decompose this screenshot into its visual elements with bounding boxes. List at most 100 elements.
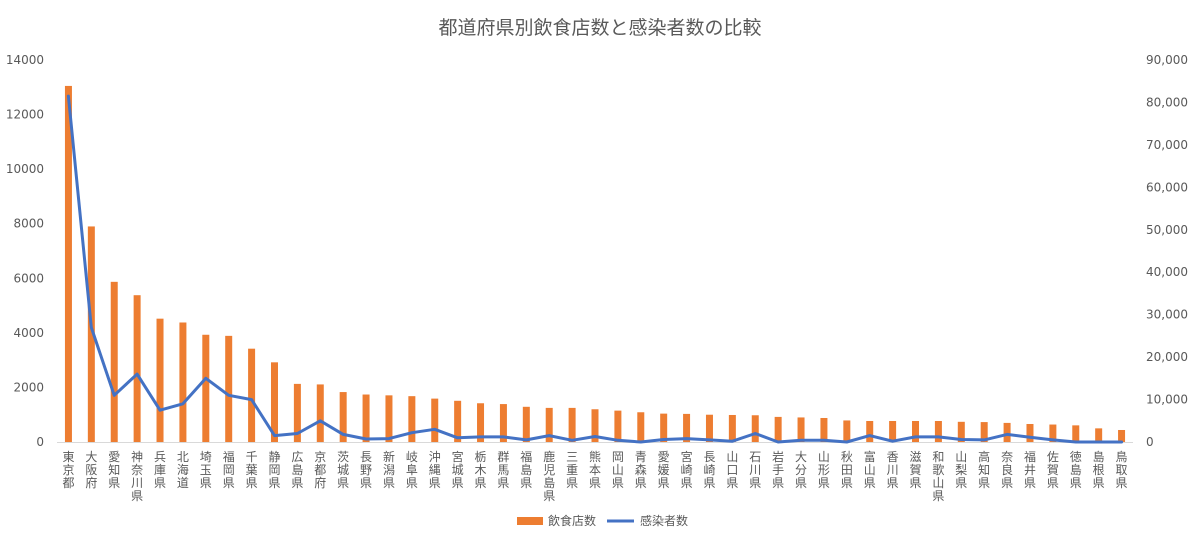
category-label: 岩手県 <box>772 449 784 490</box>
left-axis-tick-label: 6000 <box>13 271 44 285</box>
bar <box>728 414 736 442</box>
bar-series <box>64 85 1126 443</box>
category-label: 広島県 <box>291 450 303 490</box>
category-label: 埼玉県 <box>200 450 212 490</box>
category-label: 兵庫県 <box>154 450 166 490</box>
right-axis: 0 10,000 20,000 30,000 40,000 50,000 60,000 70,… <box>1146 53 1188 449</box>
left-axis-tick-label: 10000 <box>6 162 44 176</box>
category-label: 福井県 <box>1024 449 1036 490</box>
infection-line <box>66 94 1124 444</box>
left-axis-tick-label: 12000 <box>6 108 44 122</box>
bar <box>385 395 393 442</box>
category-label: 鹿児島県 <box>543 449 555 503</box>
bar <box>248 348 256 442</box>
category-label: 奈良県 <box>1001 450 1013 490</box>
bar <box>1118 429 1126 442</box>
bar <box>843 420 851 442</box>
bar <box>774 416 782 442</box>
bar <box>637 412 645 442</box>
bar <box>499 404 507 442</box>
bar <box>568 407 576 442</box>
category-label: 青森県 <box>635 450 647 490</box>
bar <box>980 422 988 442</box>
bar <box>293 383 301 442</box>
right-axis-tick-label: 60,000 <box>1146 180 1188 194</box>
bar <box>1003 422 1011 442</box>
legend-bar-label: 飲食店数 <box>548 513 596 528</box>
left-axis-tick-label: 2000 <box>13 380 44 394</box>
category-label: 沖縄県 <box>429 450 441 490</box>
right-axis-tick-label: 10,000 <box>1146 393 1188 407</box>
right-axis-tick-label: 90,000 <box>1146 53 1188 67</box>
category-label: 大阪府 <box>85 450 97 490</box>
left-axis-tick-label: 0 <box>36 435 44 449</box>
category-label: 神奈川県 <box>131 450 143 503</box>
category-label: 香川県 <box>887 450 899 490</box>
bar <box>1072 425 1080 442</box>
bar <box>64 85 72 443</box>
bar <box>751 415 759 442</box>
category-label: 長崎県 <box>703 450 715 490</box>
left-axis-tick-label: 14000 <box>6 53 44 67</box>
bar <box>270 362 278 442</box>
bar <box>912 420 920 442</box>
bar <box>545 407 553 442</box>
chart-title: 都道府県別飲食店数と感染者数の比較 <box>438 17 761 39</box>
left-axis: 0 2000 4000 6000 8000 10000 12000 14000 <box>6 53 1133 449</box>
category-label: 群馬県 <box>497 450 509 490</box>
category-label: 栃木県 <box>475 450 487 490</box>
category-label: 和歌山県 <box>932 450 944 503</box>
bar <box>1026 423 1034 442</box>
category-label: 北海道 <box>177 450 189 490</box>
category-label: 三重県 <box>566 450 578 490</box>
bar <box>362 394 370 442</box>
bar <box>705 414 713 442</box>
bar <box>431 398 439 442</box>
line-series <box>66 94 1124 444</box>
category-label: 熊本県 <box>589 449 601 490</box>
bar <box>477 403 485 442</box>
category-label: 秋田県 <box>841 450 853 490</box>
right-axis-tick-label: 70,000 <box>1146 138 1188 152</box>
right-axis-tick-label: 40,000 <box>1146 265 1188 279</box>
category-label: 京都府 <box>314 450 326 490</box>
right-axis-tick-label: 80,000 <box>1146 95 1188 109</box>
bar <box>225 335 233 442</box>
right-axis-tick-label: 50,000 <box>1146 223 1188 237</box>
category-label: 長野県 <box>360 450 372 490</box>
legend-bar-swatch <box>517 517 543 525</box>
category-label: 石川県 <box>749 450 761 490</box>
bar <box>660 413 668 442</box>
bar <box>820 417 828 442</box>
bar <box>179 322 187 442</box>
category-labels: 東京都大阪府愛知県神奈川県兵庫県北海道埼玉県福岡県千葉県静岡県広島県京都府茨城県… <box>62 449 1127 503</box>
bar <box>797 417 805 442</box>
bar <box>454 400 462 442</box>
bar <box>957 421 965 442</box>
category-label: 島根県 <box>1093 449 1105 490</box>
category-label: 岐阜県 <box>406 450 418 490</box>
bar <box>316 384 324 442</box>
left-axis-tick-label: 8000 <box>13 217 44 231</box>
category-label: 山梨県 <box>955 450 967 490</box>
category-label: 千葉県 <box>246 450 258 490</box>
bar <box>522 406 530 442</box>
legend: 飲食店数 感染者数 <box>517 513 688 528</box>
bar <box>1049 424 1057 442</box>
legend-line-label: 感染者数 <box>640 513 688 528</box>
bar <box>87 226 95 442</box>
bar <box>614 410 622 442</box>
category-label: 徳島県 <box>1070 449 1082 490</box>
bar <box>339 392 347 442</box>
category-label: 山口県 <box>726 450 738 490</box>
category-label: 福島県 <box>520 449 532 490</box>
category-label: 岡山県 <box>612 450 624 490</box>
bar <box>683 413 691 442</box>
category-label: 東京都 <box>62 450 74 490</box>
bar <box>934 420 942 442</box>
bar <box>408 396 416 442</box>
category-label: 高知県 <box>978 449 990 490</box>
bar <box>889 420 897 442</box>
left-axis-tick-label: 4000 <box>13 326 44 340</box>
